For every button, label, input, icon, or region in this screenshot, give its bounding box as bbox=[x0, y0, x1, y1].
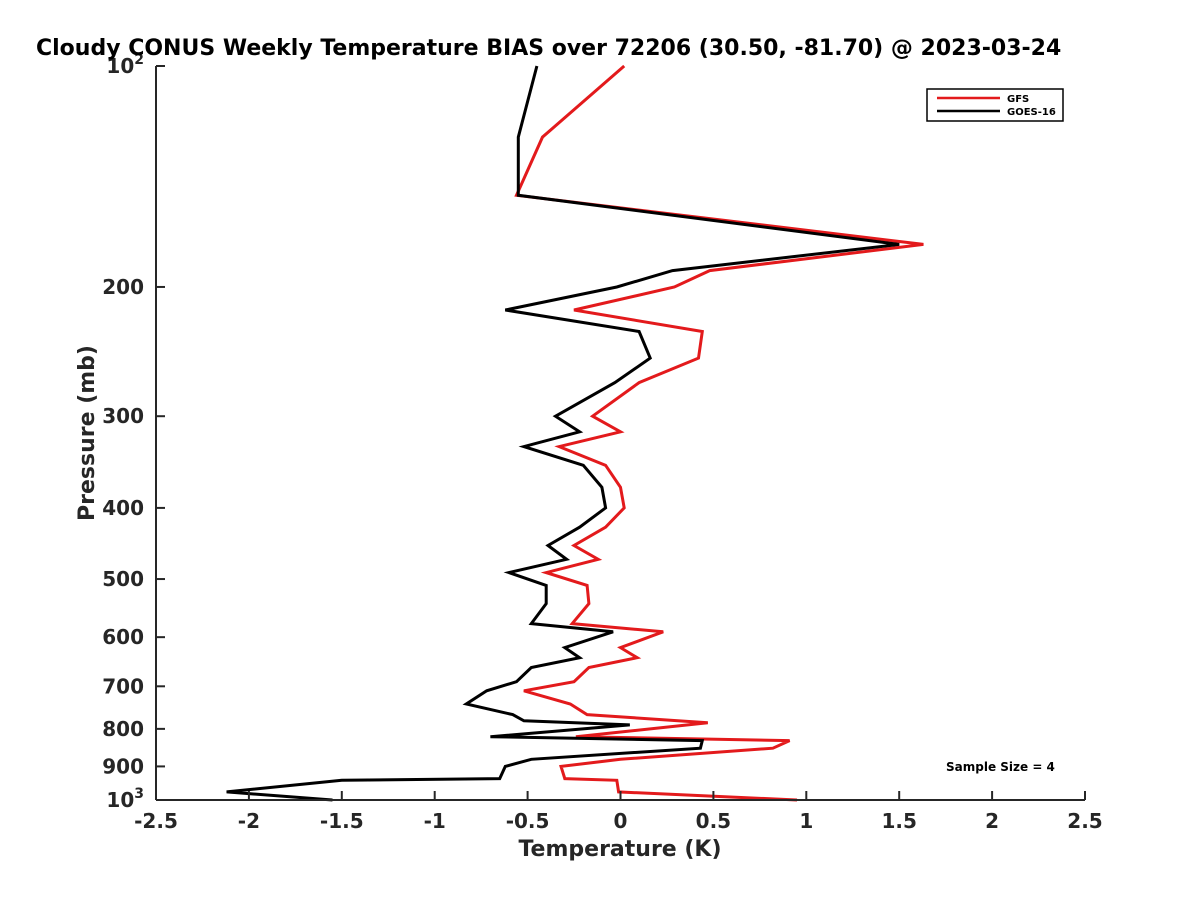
x-tick-label: -1 bbox=[424, 809, 446, 833]
x-tick-label: 1 bbox=[799, 809, 813, 833]
series-line-gfs bbox=[514, 64, 924, 802]
legend-box bbox=[926, 88, 1064, 122]
y-tick-label: 800 bbox=[102, 717, 144, 741]
y-tick-label: 102 bbox=[106, 52, 144, 78]
x-tick-label: -0.5 bbox=[506, 809, 550, 833]
x-tick-label: -1.5 bbox=[320, 809, 364, 833]
x-ticks: -2.5 -2 -1.5 -1 -0.5 0 0.5 1 1.5 2 2.5 bbox=[134, 791, 1103, 833]
x-tick-label: 2 bbox=[985, 809, 999, 833]
x-tick-label: 0.5 bbox=[696, 809, 731, 833]
y-tick-label: 900 bbox=[102, 754, 144, 778]
y-tick-label: 400 bbox=[102, 496, 144, 520]
x-tick-label: 0 bbox=[614, 809, 628, 833]
y-tick-label: 300 bbox=[102, 404, 144, 428]
y-tick-label: 103 bbox=[106, 786, 144, 812]
y-ticks: 102 200 300 400 500 600 700 800 900 103 bbox=[102, 52, 165, 812]
y-axis-label: Pressure (mb) bbox=[75, 345, 100, 521]
legend: GFS GOES-16 bbox=[926, 88, 1064, 122]
x-axis-label: Temperature (K) bbox=[518, 837, 721, 862]
legend-entry-goes16: GOES-16 bbox=[1007, 107, 1056, 118]
y-tick-label: 700 bbox=[102, 674, 144, 698]
x-tick-label: -2 bbox=[238, 809, 260, 833]
sample-size-annotation: Sample Size = 4 bbox=[946, 760, 1055, 774]
y-tick-label: 600 bbox=[102, 625, 144, 649]
x-tick-label: -2.5 bbox=[134, 809, 178, 833]
y-tick-label: 500 bbox=[102, 567, 144, 591]
x-tick-label: 1.5 bbox=[881, 809, 916, 833]
chart-title: Cloudy CONUS Weekly Temperature BIAS ove… bbox=[36, 36, 1061, 61]
legend-entry-gfs: GFS bbox=[1007, 94, 1029, 105]
y-tick-label: 200 bbox=[102, 275, 144, 299]
series-line-goes-16 bbox=[226, 65, 900, 802]
series-layer bbox=[226, 64, 924, 802]
x-tick-label: 2.5 bbox=[1067, 809, 1102, 833]
